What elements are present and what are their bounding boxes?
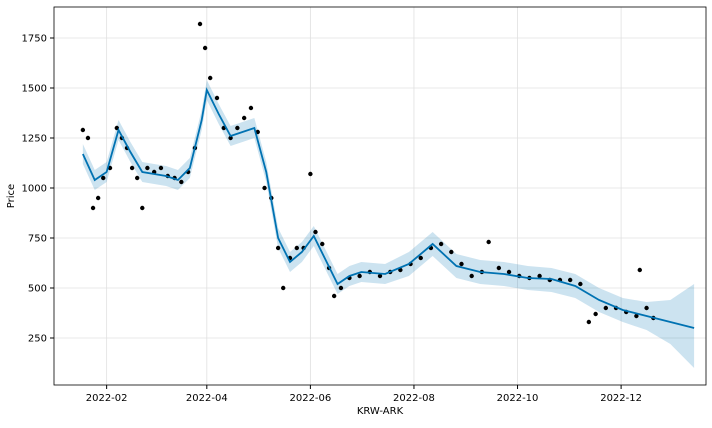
observed-point bbox=[90, 205, 96, 211]
x-tick-label: 2022-10 bbox=[497, 393, 539, 404]
observed-point bbox=[506, 269, 512, 275]
observed-point bbox=[313, 229, 318, 235]
observed-point bbox=[235, 125, 240, 131]
forecast-line bbox=[82, 87, 695, 329]
observed-point bbox=[275, 245, 281, 251]
observed-point bbox=[308, 171, 313, 177]
observed-point bbox=[197, 21, 203, 27]
observed-point bbox=[537, 273, 542, 279]
observed-point bbox=[418, 255, 423, 261]
observed-point bbox=[262, 185, 267, 191]
observed-point bbox=[179, 179, 184, 185]
y-tick-label: 500 bbox=[28, 284, 47, 295]
observed-point bbox=[241, 115, 247, 121]
observed-point bbox=[578, 281, 583, 287]
plot-frame bbox=[53, 6, 707, 386]
y-axis-label: Price bbox=[6, 184, 17, 208]
observed-point bbox=[85, 135, 91, 141]
observed-point bbox=[281, 285, 286, 291]
observed-point bbox=[586, 319, 592, 325]
observed-point bbox=[567, 277, 573, 283]
observed-point bbox=[603, 305, 609, 311]
observed-point bbox=[634, 313, 639, 319]
observed-point bbox=[202, 45, 208, 51]
observed-point bbox=[134, 175, 140, 181]
observed-point bbox=[331, 293, 337, 299]
y-tick-label: 1000 bbox=[22, 184, 47, 195]
x-tick-label: 2022-08 bbox=[393, 393, 435, 404]
observed-point bbox=[438, 241, 444, 247]
observed-point bbox=[80, 127, 86, 133]
observed-point bbox=[593, 311, 598, 317]
observed-point bbox=[357, 273, 362, 279]
x-tick-label: 2022-12 bbox=[600, 393, 642, 404]
observed-point bbox=[129, 165, 135, 171]
observed-point bbox=[637, 267, 642, 273]
y-tick-label: 750 bbox=[28, 234, 47, 245]
observed-point bbox=[248, 105, 254, 111]
observed-point bbox=[644, 305, 649, 311]
observed-point bbox=[320, 241, 325, 247]
y-tick-label: 1250 bbox=[22, 134, 47, 145]
observed-point bbox=[145, 165, 150, 171]
x-axis-label: KRW-ARK bbox=[357, 406, 404, 417]
observed-point bbox=[459, 261, 464, 267]
observed-point bbox=[95, 195, 101, 201]
observed-point bbox=[228, 135, 233, 141]
observed-point bbox=[486, 239, 491, 245]
x-tick-label: 2022-04 bbox=[186, 393, 228, 404]
observed-point bbox=[449, 249, 454, 255]
observed-point bbox=[338, 285, 344, 291]
observed-point bbox=[140, 205, 145, 211]
y-tick-label: 1500 bbox=[22, 84, 47, 95]
y-tick-label: 1750 bbox=[22, 34, 47, 45]
observed-point bbox=[496, 265, 502, 271]
observed-point bbox=[214, 95, 220, 101]
observed-point bbox=[101, 175, 106, 181]
observed-point bbox=[158, 165, 164, 171]
observed-point bbox=[469, 273, 474, 279]
x-tick-label: 2022-02 bbox=[86, 393, 128, 404]
observed-point bbox=[208, 75, 213, 81]
observed-point bbox=[294, 245, 300, 251]
y-tick-label: 250 bbox=[28, 334, 47, 345]
observed-point bbox=[377, 273, 383, 279]
x-tick-label: 2022-06 bbox=[289, 393, 331, 404]
